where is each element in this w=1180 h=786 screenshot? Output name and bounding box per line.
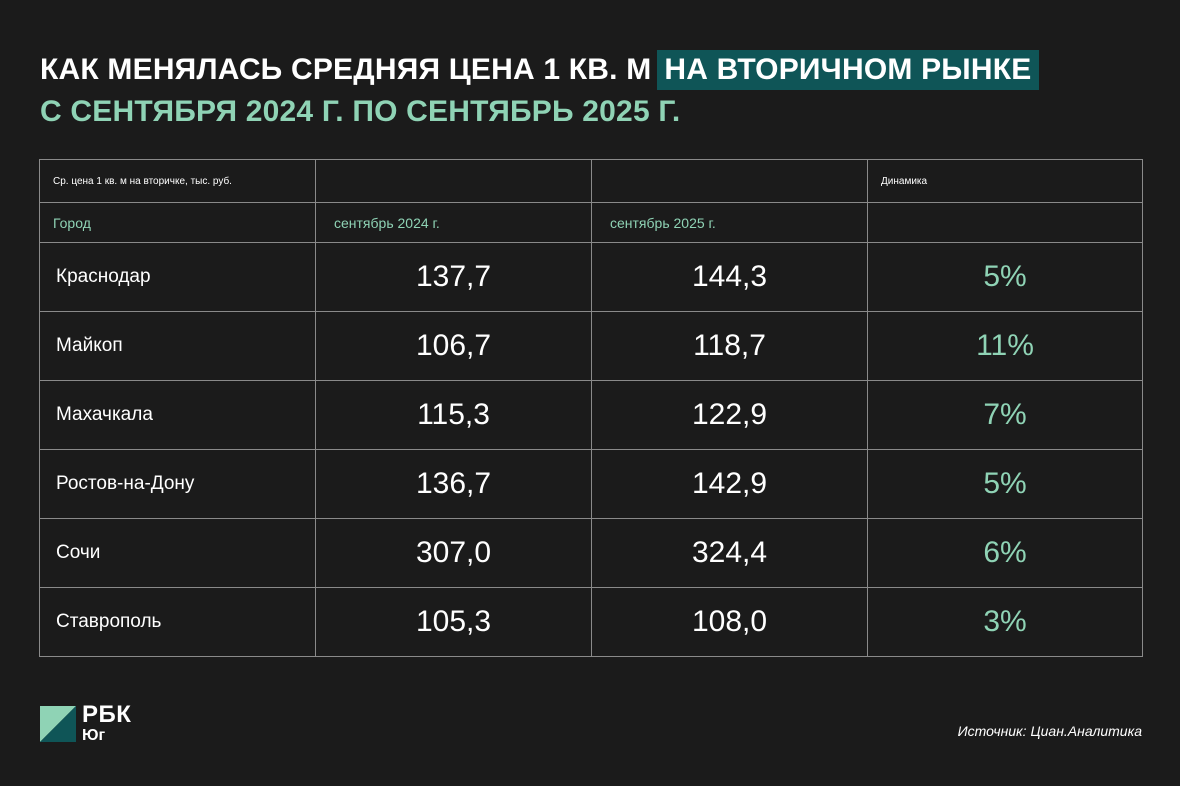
price-table: Ср. цена 1 кв. м на вторичке, тыс. руб. … — [39, 159, 1143, 657]
value-sep-2025: 122,9 — [591, 380, 868, 450]
city-cell: Ростов-на-Дону — [39, 449, 316, 519]
table-row: Краснодар 137,7 144,3 5% — [39, 242, 1143, 312]
table-row: Махачкала 115,3 122,9 7% — [39, 380, 1143, 450]
title-main: КАК МЕНЯЛАСЬ СРЕДНЯЯ ЦЕНА 1 КВ. М — [40, 53, 652, 86]
value-sep-2024: 105,3 — [315, 587, 592, 657]
value-sep-2024: 136,7 — [315, 449, 592, 519]
empty-cell — [591, 159, 868, 203]
table-row: Ставрополь 105,3 108,0 3% — [39, 587, 1143, 657]
dynamics-header: Динамика — [867, 159, 1143, 203]
column-header-row: Город сентябрь 2024 г. сентябрь 2025 г. — [39, 202, 1143, 243]
column-header-sep-2025: сентябрь 2025 г. — [591, 202, 868, 243]
logo-name: РБК — [82, 701, 132, 728]
value-sep-2024: 307,0 — [315, 518, 592, 588]
value-sep-2024: 106,7 — [315, 311, 592, 381]
dynamics-value: 11% — [867, 311, 1143, 381]
dynamics-value: 5% — [867, 449, 1143, 519]
logo-sub: Юг — [82, 727, 106, 744]
title-highlight: НА ВТОРИЧНОМ РЫНКЕ — [657, 50, 1040, 90]
value-sep-2025: 118,7 — [591, 311, 868, 381]
dynamics-value: 7% — [867, 380, 1143, 450]
city-cell: Ставрополь — [39, 587, 316, 657]
column-header-city: Город — [39, 202, 316, 243]
column-header-sep-2024: сентябрь 2024 г. — [315, 202, 592, 243]
table-caption-row: Ср. цена 1 кв. м на вторичке, тыс. руб. … — [39, 159, 1143, 203]
empty-cell — [315, 159, 592, 203]
value-sep-2024: 115,3 — [315, 380, 592, 450]
table-caption: Ср. цена 1 кв. м на вторичке, тыс. руб. — [39, 159, 316, 203]
table-row: Майкоп 106,7 118,7 11% — [39, 311, 1143, 381]
column-header-dynamics — [867, 202, 1143, 243]
source-note: Источник: Циан.Аналитика — [957, 723, 1142, 739]
value-sep-2025: 144,3 — [591, 242, 868, 312]
rbc-logo-icon — [40, 706, 76, 742]
dynamics-value: 6% — [867, 518, 1143, 588]
value-sep-2024: 137,7 — [315, 242, 592, 312]
city-cell: Махачкала — [39, 380, 316, 450]
city-cell: Краснодар — [39, 242, 316, 312]
value-sep-2025: 324,4 — [591, 518, 868, 588]
table-row: Сочи 307,0 324,4 6% — [39, 518, 1143, 588]
city-cell: Сочи — [39, 518, 316, 588]
table-row: Ростов-на-Дону 136,7 142,9 5% — [39, 449, 1143, 519]
value-sep-2025: 142,9 — [591, 449, 868, 519]
dynamics-value: 5% — [867, 242, 1143, 312]
dynamics-value: 3% — [867, 587, 1143, 657]
value-sep-2025: 108,0 — [591, 587, 868, 657]
city-cell: Майкоп — [39, 311, 316, 381]
chart-title: КАК МЕНЯЛАСЬ СРЕДНЯЯ ЦЕНА 1 КВ. М НА ВТОР… — [40, 48, 1040, 92]
chart-subtitle: С СЕНТЯБРЯ 2024 Г. ПО СЕНТЯБРЬ 2025 Г. — [40, 95, 681, 128]
